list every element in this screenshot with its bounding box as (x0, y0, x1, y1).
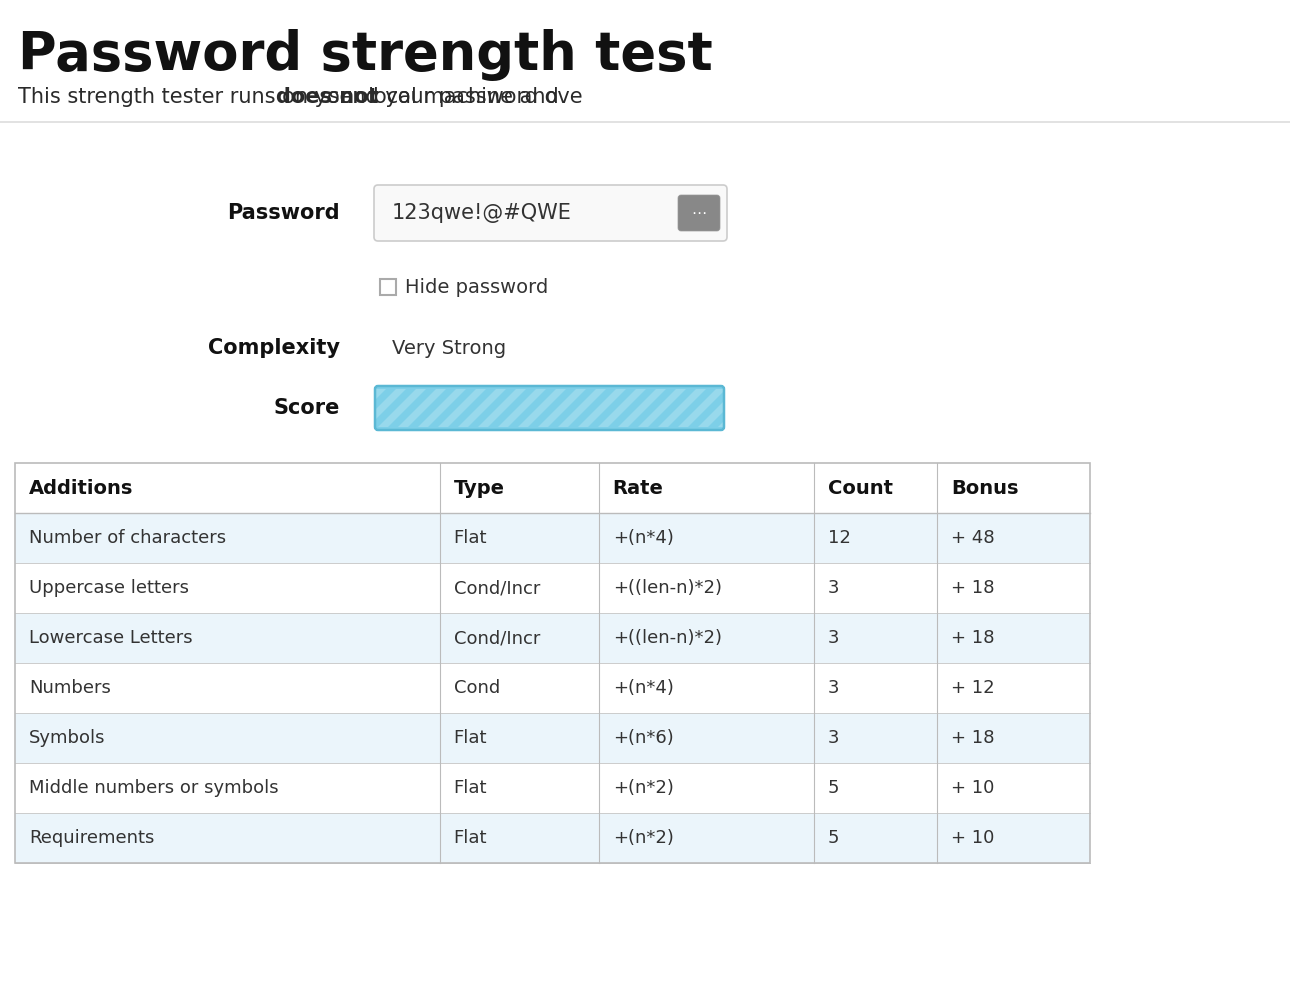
Polygon shape (458, 389, 506, 427)
Polygon shape (418, 389, 466, 427)
Polygon shape (578, 389, 626, 427)
Text: + 10: + 10 (951, 829, 995, 847)
Text: +(n*2): +(n*2) (613, 779, 673, 797)
Text: Flat: Flat (454, 529, 488, 547)
Polygon shape (538, 389, 586, 427)
Text: ⋯: ⋯ (691, 206, 707, 220)
Polygon shape (759, 389, 806, 427)
Polygon shape (519, 389, 566, 427)
Text: Very Strong: Very Strong (392, 339, 506, 358)
Text: This strength tester runs on your local machine and: This strength tester runs on your local … (18, 87, 565, 107)
Text: Uppercase letters: Uppercase letters (28, 579, 190, 597)
Text: 123qwe!@#QWE: 123qwe!@#QWE (392, 203, 571, 223)
FancyBboxPatch shape (679, 195, 720, 231)
Text: Additions: Additions (28, 478, 133, 498)
Polygon shape (698, 389, 746, 427)
Text: does not: does not (276, 87, 378, 107)
Text: 3: 3 (828, 629, 840, 647)
Bar (15, 513, 1090, 563)
FancyBboxPatch shape (375, 386, 724, 430)
Bar (15, 463, 1090, 513)
Text: Flat: Flat (454, 729, 488, 747)
Text: +((len-n)*2): +((len-n)*2) (613, 579, 721, 597)
Text: Score: Score (273, 398, 341, 418)
Text: +(n*2): +(n*2) (613, 829, 673, 847)
FancyBboxPatch shape (374, 185, 728, 241)
Text: +(n*4): +(n*4) (613, 529, 673, 547)
Text: Flat: Flat (454, 779, 488, 797)
Text: 12: 12 (828, 529, 850, 547)
Text: send your password ove: send your password ove (322, 87, 583, 107)
Bar (15, 613, 1090, 663)
Text: Number of characters: Number of characters (28, 529, 226, 547)
Polygon shape (618, 389, 666, 427)
Bar (381, 279, 396, 295)
Bar (15, 563, 1090, 613)
Polygon shape (679, 389, 726, 427)
Text: 5: 5 (828, 779, 840, 797)
Polygon shape (378, 389, 426, 427)
Polygon shape (738, 389, 786, 427)
Text: Hide password: Hide password (405, 278, 548, 296)
Text: Rate: Rate (613, 478, 663, 498)
Text: Type: Type (454, 478, 504, 498)
Polygon shape (498, 389, 546, 427)
Text: + 18: + 18 (951, 729, 995, 747)
Polygon shape (719, 389, 766, 427)
Text: 3: 3 (828, 579, 840, 597)
Text: Flat: Flat (454, 829, 488, 847)
Text: Symbols: Symbols (28, 729, 106, 747)
Text: 5: 5 (828, 829, 840, 847)
Text: Complexity: Complexity (208, 338, 341, 358)
Text: Cond/Incr: Cond/Incr (454, 629, 541, 647)
Text: 3: 3 (828, 729, 840, 747)
Bar (15, 763, 1090, 813)
Text: +((len-n)*2): +((len-n)*2) (613, 629, 721, 647)
Text: + 12: + 12 (951, 679, 995, 697)
Text: Cond: Cond (454, 679, 501, 697)
Text: + 18: + 18 (951, 629, 995, 647)
Polygon shape (799, 389, 846, 427)
Polygon shape (639, 389, 686, 427)
Text: Middle numbers or symbols: Middle numbers or symbols (28, 779, 279, 797)
Polygon shape (439, 389, 486, 427)
Text: + 10: + 10 (951, 779, 995, 797)
Text: Cond/Incr: Cond/Incr (454, 579, 541, 597)
Bar (15, 813, 1090, 863)
Polygon shape (359, 389, 406, 427)
Text: +(n*6): +(n*6) (613, 729, 673, 747)
Bar (15, 463, 1090, 863)
Text: Count: Count (828, 478, 893, 498)
Polygon shape (599, 389, 646, 427)
Text: Password: Password (227, 203, 341, 223)
Text: Bonus: Bonus (951, 478, 1019, 498)
Text: + 48: + 48 (951, 529, 995, 547)
Text: Lowercase Letters: Lowercase Letters (28, 629, 192, 647)
Polygon shape (559, 389, 606, 427)
Text: Numbers: Numbers (28, 679, 111, 697)
Text: Password strength test: Password strength test (18, 29, 713, 81)
Polygon shape (338, 389, 386, 427)
Text: + 18: + 18 (951, 579, 995, 597)
Polygon shape (399, 389, 446, 427)
Text: +(n*4): +(n*4) (613, 679, 673, 697)
Bar (15, 663, 1090, 713)
Polygon shape (778, 389, 826, 427)
Text: 3: 3 (828, 679, 840, 697)
Polygon shape (658, 389, 706, 427)
Polygon shape (479, 389, 526, 427)
Polygon shape (319, 389, 366, 427)
Bar (15, 713, 1090, 763)
Text: Requirements: Requirements (28, 829, 155, 847)
